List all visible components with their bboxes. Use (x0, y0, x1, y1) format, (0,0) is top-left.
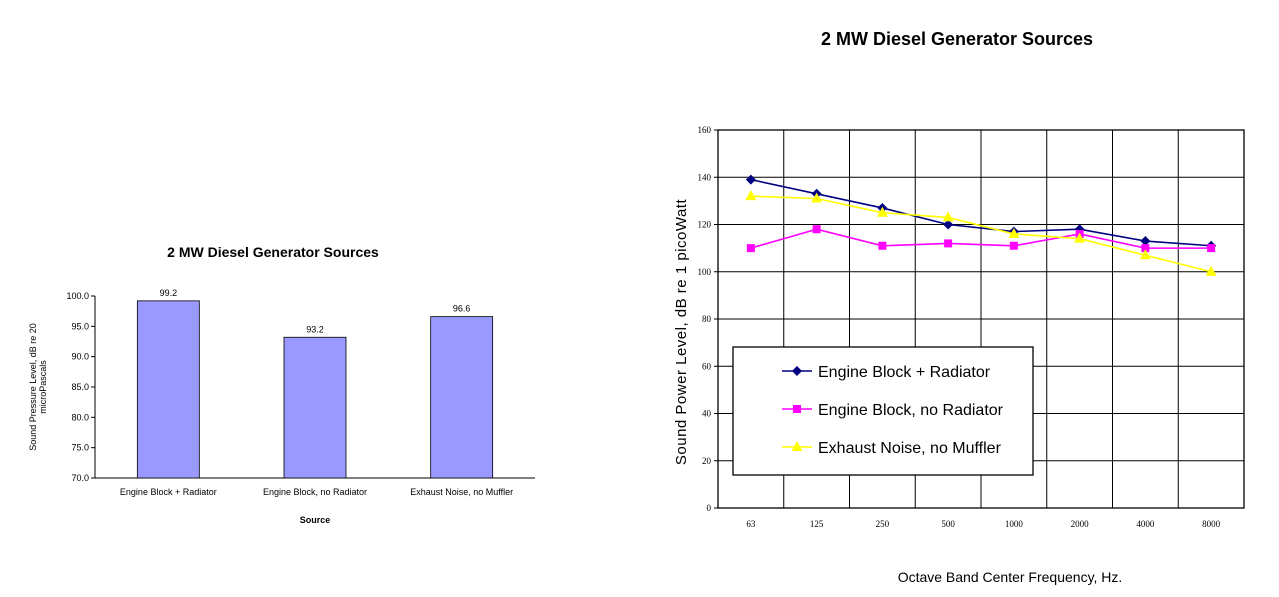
line-y-axis-label: Sound Power Level, dB re 1 picoWatt (673, 199, 690, 466)
bar-chart-title: 2 MW Diesel Generator Sources (167, 244, 379, 260)
series-line (750, 228, 1212, 249)
line-x-tick-label: 125 (810, 519, 824, 529)
line-x-tick-label: 4000 (1136, 519, 1155, 529)
bar-y-tick-label: 95.0 (71, 321, 89, 331)
triangle-marker (745, 190, 757, 201)
triangle-marker (1139, 249, 1151, 260)
line-series-3 (745, 190, 1217, 276)
bar-value-label: 93.2 (306, 324, 324, 334)
square-marker (944, 239, 953, 248)
series-line (750, 178, 1212, 247)
square-marker (878, 241, 887, 250)
bar-1 (136, 300, 200, 479)
line-x-tick-label: 500 (941, 519, 955, 529)
square-marker (812, 225, 821, 234)
bar-y-axis-label-line-2: microPascals (38, 360, 48, 414)
diamond-marker (943, 219, 954, 230)
line-x-tick-label: 8000 (1202, 519, 1221, 529)
square-marker (1141, 244, 1150, 253)
series-line (750, 195, 1212, 273)
bar-y-axis-label: Sound Pressure Level, dB re 20microPasca… (28, 323, 48, 451)
legend-entry-label: Engine Block + Radiator (818, 364, 991, 381)
line-x-tick-label: 1000 (1005, 519, 1024, 529)
bar-x-tick-label: Exhaust Noise, no Muffler (410, 487, 513, 497)
diamond-marker (1140, 236, 1151, 247)
triangle-marker (1008, 227, 1020, 238)
line-x-tick-label: 250 (876, 519, 890, 529)
line-y-tick-label: 100 (698, 267, 712, 277)
bar-y-tick-label: 90.0 (71, 352, 89, 362)
line-y-tick-label: 0 (707, 503, 712, 513)
triangle-marker (942, 211, 954, 222)
bar-x-axis-label: Source (300, 515, 331, 525)
square-marker (746, 244, 755, 253)
line-series-2 (746, 225, 1216, 253)
legend-entry-label: Engine Block, no Radiator (818, 402, 1004, 419)
line-y-tick-label: 20 (702, 456, 712, 466)
bar-x-tick-label: Engine Block + Radiator (120, 487, 217, 497)
bar-y-tick-label: 85.0 (71, 382, 89, 392)
diamond-marker (792, 366, 802, 376)
triangle-marker (791, 441, 803, 451)
square-marker (1009, 241, 1018, 250)
bar-value-label: 99.2 (160, 288, 178, 298)
bar-y-axis-label-line-1: Sound Pressure Level, dB re 20 (28, 323, 38, 451)
square-marker (1207, 244, 1216, 253)
bar-2 (283, 336, 347, 479)
square-marker (793, 405, 801, 413)
line-y-tick-label: 160 (698, 125, 712, 135)
line-y-tick-label: 140 (698, 172, 712, 182)
bar-y-tick-label: 70.0 (71, 473, 89, 483)
triangle-marker (1074, 232, 1086, 243)
triangle-marker (811, 192, 823, 203)
bar-3 (430, 316, 494, 479)
line-y-tick-label: 60 (702, 361, 712, 371)
line-x-axis-label: Octave Band Center Frequency, Hz. (898, 569, 1123, 585)
line-y-tick-label: 80 (702, 314, 712, 324)
triangle-marker (1205, 265, 1217, 276)
bar-y-tick-label: 75.0 (71, 443, 89, 453)
line-y-tick-label: 120 (698, 220, 712, 230)
line-legend: Engine Block + Radiator Engine Block, no … (732, 346, 1034, 476)
bar-x-tick-label: Engine Block, no Radiator (263, 487, 367, 497)
line-x-tick-label: 63 (746, 519, 756, 529)
legend-box (732, 346, 1034, 476)
triangle-marker (876, 206, 888, 217)
legend-entry-label: Exhaust Noise, no Muffler (818, 440, 1002, 457)
diamond-marker (745, 174, 756, 185)
bar-y-tick-label: 100.0 (66, 291, 89, 301)
line-y-tick-label: 40 (702, 409, 712, 419)
bar-y-tick-label: 80.0 (71, 412, 89, 422)
line-chart-title: 2 MW Diesel Generator Sources (821, 29, 1093, 49)
bar-value-label: 96.6 (453, 304, 471, 314)
line-x-tick-label: 2000 (1071, 519, 1090, 529)
